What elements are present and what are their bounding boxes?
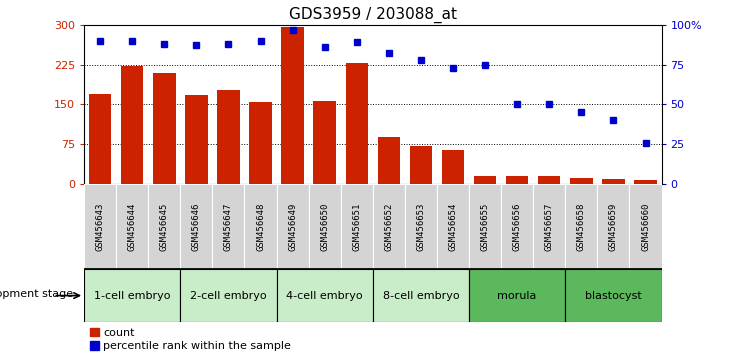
Bar	[341, 184, 373, 269]
Text: 8-cell embryo: 8-cell embryo	[382, 291, 459, 301]
Bar	[533, 184, 565, 269]
Text: GSM456655: GSM456655	[480, 202, 490, 251]
Bar	[181, 184, 213, 269]
Text: GSM456648: GSM456648	[256, 202, 265, 251]
Bar	[89, 94, 111, 184]
Bar	[217, 90, 240, 184]
Bar	[538, 176, 561, 184]
Bar	[437, 184, 469, 269]
Bar	[405, 184, 437, 269]
Text: GSM456650: GSM456650	[320, 202, 329, 251]
Text: GSM456653: GSM456653	[417, 202, 425, 251]
Text: GSM456654: GSM456654	[449, 202, 458, 251]
Bar	[308, 184, 341, 269]
Bar	[276, 184, 308, 269]
Title: GDS3959 / 203088_at: GDS3959 / 203088_at	[289, 7, 457, 23]
Bar	[84, 269, 181, 322]
Bar	[409, 146, 432, 184]
Bar	[213, 184, 244, 269]
Bar	[281, 27, 304, 184]
Text: 2-cell embryo: 2-cell embryo	[190, 291, 267, 301]
Text: GSM456645: GSM456645	[160, 202, 169, 251]
Bar	[565, 269, 662, 322]
Bar	[181, 269, 276, 322]
Bar	[84, 184, 116, 269]
Text: GSM456656: GSM456656	[512, 202, 522, 251]
Bar	[570, 178, 593, 184]
Text: GSM456659: GSM456659	[609, 202, 618, 251]
Bar	[185, 95, 208, 184]
Bar	[629, 184, 662, 269]
Bar	[565, 184, 597, 269]
Bar	[469, 184, 501, 269]
Bar	[474, 176, 496, 184]
Bar	[276, 269, 373, 322]
Text: GSM456649: GSM456649	[288, 202, 297, 251]
Bar	[314, 101, 336, 184]
Text: GSM456660: GSM456660	[641, 202, 650, 251]
Bar	[373, 184, 405, 269]
Text: GSM456646: GSM456646	[192, 202, 201, 251]
Text: GSM456658: GSM456658	[577, 202, 586, 251]
Bar	[442, 149, 464, 184]
Bar	[602, 179, 625, 184]
Bar	[148, 184, 181, 269]
Bar	[116, 184, 148, 269]
Text: 1-cell embryo: 1-cell embryo	[94, 291, 170, 301]
Text: morula: morula	[498, 291, 537, 301]
Text: 4-cell embryo: 4-cell embryo	[287, 291, 363, 301]
Bar	[597, 184, 629, 269]
Text: GSM456657: GSM456657	[545, 202, 554, 251]
Text: development stage: development stage	[0, 289, 73, 299]
Bar	[346, 63, 368, 184]
Text: GSM456651: GSM456651	[352, 202, 361, 251]
Bar	[153, 73, 175, 184]
Bar	[244, 184, 276, 269]
Bar	[501, 184, 533, 269]
Text: GSM456643: GSM456643	[96, 202, 105, 251]
Bar	[635, 180, 656, 184]
Legend: count, percentile rank within the sample: count, percentile rank within the sample	[90, 328, 291, 351]
Bar	[121, 66, 143, 184]
Bar	[249, 102, 272, 184]
Text: GSM456652: GSM456652	[385, 202, 393, 251]
Text: GSM456644: GSM456644	[128, 202, 137, 251]
Bar	[469, 269, 565, 322]
Bar	[506, 176, 529, 184]
Bar	[378, 137, 400, 184]
Text: blastocyst: blastocyst	[585, 291, 642, 301]
Text: GSM456647: GSM456647	[224, 202, 233, 251]
Bar	[373, 269, 469, 322]
